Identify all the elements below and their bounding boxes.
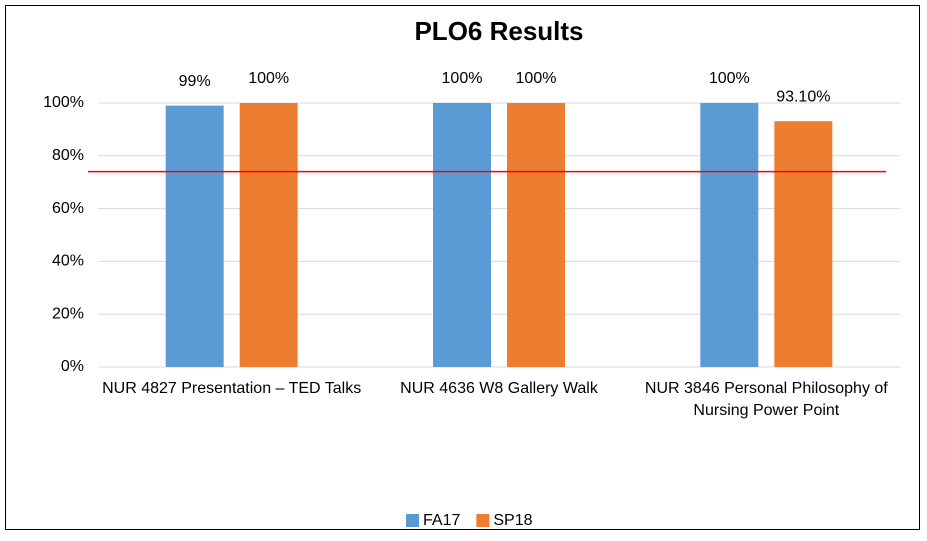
y-tick-label: 40% xyxy=(52,253,84,270)
legend-label: FA17 xyxy=(423,512,460,529)
bar xyxy=(165,105,224,367)
bar xyxy=(700,103,759,367)
y-tick-label: 80% xyxy=(52,147,84,164)
data-label: 93.10% xyxy=(776,88,830,105)
legend-swatch xyxy=(406,514,419,527)
x-tick-label: NUR 4827 Presentation – TED Talks xyxy=(102,380,361,397)
data-label: 100% xyxy=(516,70,557,87)
legend-swatch xyxy=(476,514,490,527)
legend-label: SP18 xyxy=(493,512,532,529)
x-tick-label: NUR 3846 Personal Philosophy of Nursing P… xyxy=(645,380,888,419)
bar xyxy=(774,121,833,367)
y-tick-label: 20% xyxy=(52,305,84,322)
data-label: 100% xyxy=(248,70,289,87)
y-tick-label: 0% xyxy=(61,358,84,375)
data-label: 99% xyxy=(179,73,211,90)
chart-title: PLO6 Results xyxy=(414,16,583,46)
bar xyxy=(239,103,298,367)
data-label: 100% xyxy=(442,70,483,87)
y-tick-label: 60% xyxy=(52,200,84,217)
bar xyxy=(433,103,491,367)
y-tick-label: 100% xyxy=(43,94,84,111)
x-tick-label: NUR 4636 W8 Gallery Walk xyxy=(400,380,599,397)
bar xyxy=(507,103,565,367)
data-label: 100% xyxy=(709,70,750,87)
